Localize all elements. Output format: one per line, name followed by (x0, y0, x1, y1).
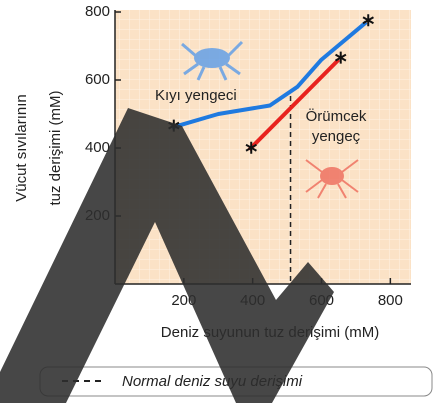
series-label: Örümcek (306, 107, 367, 125)
y-axis-label: Vücut sıvılarının tuz derişimi (mM) (13, 90, 64, 205)
endpoint-marker (362, 14, 374, 27)
series-label: yengeç (312, 128, 361, 145)
x-tick-label: 800 (378, 292, 403, 309)
watermark (0, 108, 334, 403)
endpoint-marker (245, 141, 257, 154)
y-axis-label-line: tuz derişimi (mM) (47, 90, 64, 205)
y-tick-label: 800 (85, 3, 110, 20)
y-axis-label-line: Vücut sıvılarının (13, 94, 30, 202)
series-line (171, 20, 368, 130)
crab-icon (181, 40, 244, 81)
y-tick-label: 400 (85, 139, 110, 156)
y-tick-label: 600 (85, 71, 110, 88)
endpoint-marker (335, 51, 347, 64)
crab-icon (305, 159, 359, 199)
series-line (247, 58, 341, 152)
series-label: Kıyı yengeci (155, 87, 237, 104)
